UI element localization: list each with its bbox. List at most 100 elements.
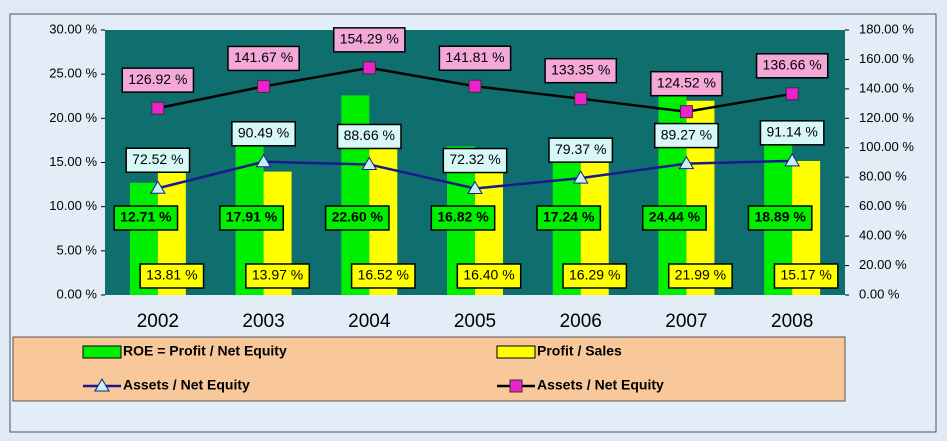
y2-tick-label: 120.00 % bbox=[859, 110, 914, 125]
line-value-label: 79.37 % bbox=[555, 141, 606, 157]
bar-value-label-box bbox=[773, 263, 839, 289]
line-value-label-box bbox=[548, 137, 614, 163]
line-value-label: 90.49 % bbox=[238, 124, 289, 140]
bar-value-label: 16.29 % bbox=[569, 267, 620, 283]
marker bbox=[362, 61, 376, 75]
y-tick-label: 0.00 % bbox=[57, 286, 98, 301]
legend-box bbox=[12, 336, 846, 402]
bar-value-label: 16.82 % bbox=[437, 209, 489, 225]
bar-value-label-box bbox=[350, 263, 416, 289]
line-value-label-box bbox=[121, 67, 195, 93]
legend-label: ROE = Profit / Net Equity bbox=[123, 343, 287, 359]
legend-marker bbox=[94, 378, 110, 392]
bar-value-label: 22.60 % bbox=[332, 209, 384, 225]
y2-tick-label: 40.00 % bbox=[859, 228, 907, 243]
y-tick-label: 10.00 % bbox=[49, 198, 97, 213]
marker bbox=[151, 101, 165, 115]
x-tick-label: 2003 bbox=[242, 311, 284, 332]
legend-swatch bbox=[82, 345, 122, 359]
marker bbox=[257, 79, 271, 93]
line-value-label: 136.66 % bbox=[763, 57, 822, 73]
legend-label: Assets / Net Equity bbox=[537, 377, 664, 393]
marker bbox=[679, 105, 693, 119]
bar-value-label: 13.97 % bbox=[252, 267, 303, 283]
line-value-label-box bbox=[442, 147, 508, 174]
marker bbox=[361, 156, 378, 170]
y2-tick-label: 60.00 % bbox=[859, 198, 907, 213]
x-tick-label: 2002 bbox=[137, 311, 179, 332]
bar-value-label: 16.52 % bbox=[358, 267, 409, 283]
bar-value-label: 17.24 % bbox=[543, 209, 595, 225]
line-value-label: 72.52 % bbox=[132, 151, 183, 167]
bar-value-label: 15.17 % bbox=[780, 267, 831, 283]
marker bbox=[468, 79, 482, 93]
line-value-label-box bbox=[231, 121, 297, 147]
line-value-label-box bbox=[438, 45, 512, 71]
line-value-label: 89.27 % bbox=[661, 126, 712, 142]
line-value-label-box bbox=[650, 70, 723, 97]
y-tick-label: 20.00 % bbox=[49, 110, 97, 125]
bar-value-label: 24.44 % bbox=[649, 209, 701, 225]
bar-value-label-box bbox=[430, 205, 496, 231]
y2-tick-label: 160.00 % bbox=[859, 51, 914, 66]
y-tick-label: 25.00 % bbox=[49, 66, 97, 81]
legend-marker bbox=[509, 379, 523, 393]
y2-tick-label: 0.00 % bbox=[859, 286, 900, 301]
bar-value-label-box bbox=[536, 205, 602, 231]
bar-value-label-box bbox=[641, 205, 707, 231]
bar-value-label-box bbox=[562, 263, 628, 289]
x-tick-label: 2004 bbox=[348, 311, 391, 332]
marker bbox=[784, 152, 801, 167]
x-tick-label: 2008 bbox=[771, 311, 813, 332]
line-value-label: 126.92 % bbox=[128, 71, 187, 87]
line-value-label-box bbox=[759, 120, 825, 146]
line-value-label-box bbox=[332, 27, 406, 53]
line-value-label-box bbox=[336, 123, 402, 150]
line-value-label-box bbox=[544, 57, 618, 84]
y2-tick-label: 180.00 % bbox=[859, 21, 914, 36]
bar-value-label: 16.40 % bbox=[463, 267, 514, 283]
y2-tick-label: 140.00 % bbox=[859, 80, 914, 95]
y-tick-label: 5.00 % bbox=[57, 242, 98, 257]
x-tick-label: 2007 bbox=[665, 311, 707, 332]
line-value-label-box bbox=[227, 45, 300, 72]
y-tick-label: 15.00 % bbox=[49, 154, 97, 169]
bar-value-label-box bbox=[219, 205, 285, 231]
bar-value-label-box bbox=[113, 205, 179, 231]
bar-value-label: 17.91 % bbox=[226, 209, 278, 225]
bar-value-label-box bbox=[456, 263, 522, 289]
bar-value-label: 21.99 % bbox=[675, 267, 726, 283]
line-value-label-box bbox=[755, 53, 829, 79]
line-value-label: 154.29 % bbox=[340, 31, 399, 47]
legend-swatch bbox=[496, 345, 536, 359]
y-tick-label: 30.00 % bbox=[49, 21, 97, 36]
y2-tick-label: 80.00 % bbox=[859, 169, 907, 184]
marker bbox=[574, 92, 588, 106]
bar-value-label-box bbox=[324, 205, 390, 231]
line-value-label: 91.14 % bbox=[766, 124, 817, 140]
bar-value-label-box bbox=[747, 205, 813, 231]
bar-value-label-box bbox=[245, 263, 311, 289]
legend-label: Assets / Net Equity bbox=[123, 377, 250, 393]
bar-value-label: 13.81 % bbox=[146, 267, 197, 283]
marker bbox=[149, 180, 166, 194]
line-value-label: 141.67 % bbox=[234, 49, 293, 65]
marker bbox=[467, 180, 483, 195]
line-value-label: 141.81 % bbox=[445, 49, 504, 65]
y2-tick-label: 100.00 % bbox=[859, 139, 914, 154]
line-value-label: 88.66 % bbox=[344, 127, 395, 143]
line-value-label: 72.32 % bbox=[449, 151, 500, 167]
bar-value-label: 18.89 % bbox=[754, 209, 806, 225]
line-value-label: 133.35 % bbox=[551, 61, 610, 77]
marker bbox=[678, 155, 695, 170]
x-tick-label: 2006 bbox=[560, 311, 602, 332]
line-value-label-box bbox=[125, 147, 191, 173]
marker bbox=[572, 170, 589, 184]
x-tick-label: 2005 bbox=[454, 311, 496, 332]
line-value-label: 124.52 % bbox=[657, 74, 716, 90]
marker bbox=[255, 153, 272, 168]
y2-tick-label: 20.00 % bbox=[859, 257, 907, 272]
bar-value-label-box bbox=[667, 263, 733, 289]
legend-label: Profit / Sales bbox=[537, 343, 622, 359]
